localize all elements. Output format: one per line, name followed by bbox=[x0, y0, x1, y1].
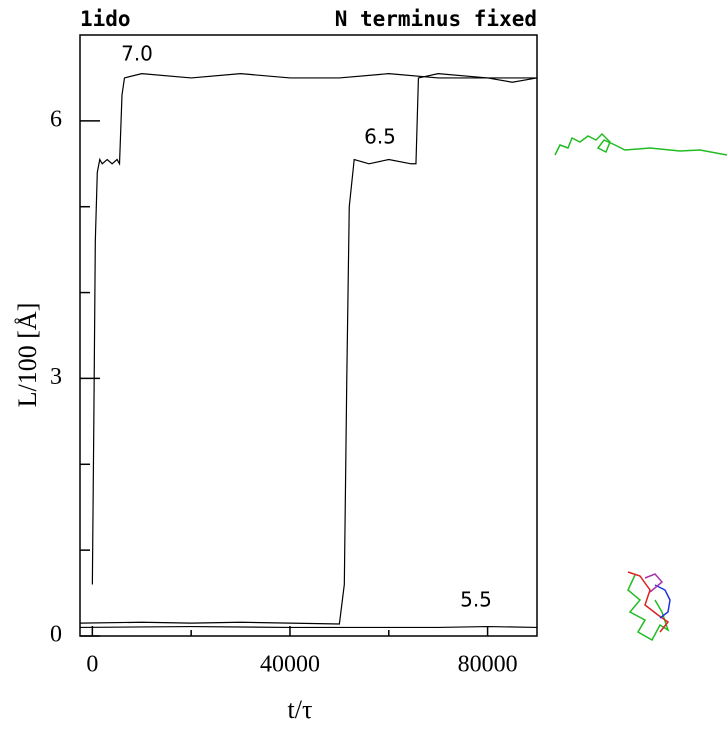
trace bbox=[79, 625, 538, 629]
annotation: 5.5 bbox=[460, 588, 492, 612]
chart-subtitle: N terminus fixed bbox=[335, 7, 537, 31]
folded-structure bbox=[627, 571, 671, 642]
plot-frame bbox=[79, 34, 538, 637]
y-tick-label: 6 bbox=[50, 106, 62, 132]
x-tick-label: 40000 bbox=[260, 652, 320, 678]
annotation: 7.0 bbox=[121, 42, 153, 66]
x-axis-label: t/τ bbox=[288, 695, 313, 724]
chart-title: 1ido bbox=[80, 7, 131, 31]
annotation: 6.5 bbox=[364, 125, 396, 149]
unfolded-structure bbox=[554, 132, 727, 156]
trace bbox=[91, 73, 538, 585]
y-axis-label: L/100 [Å] bbox=[13, 303, 42, 408]
y-tick-label: 0 bbox=[50, 622, 62, 648]
trace bbox=[79, 73, 537, 625]
x-tick-label: 80000 bbox=[458, 652, 518, 678]
x-tick-label: 0 bbox=[86, 652, 98, 678]
y-tick-label: 3 bbox=[50, 364, 62, 390]
